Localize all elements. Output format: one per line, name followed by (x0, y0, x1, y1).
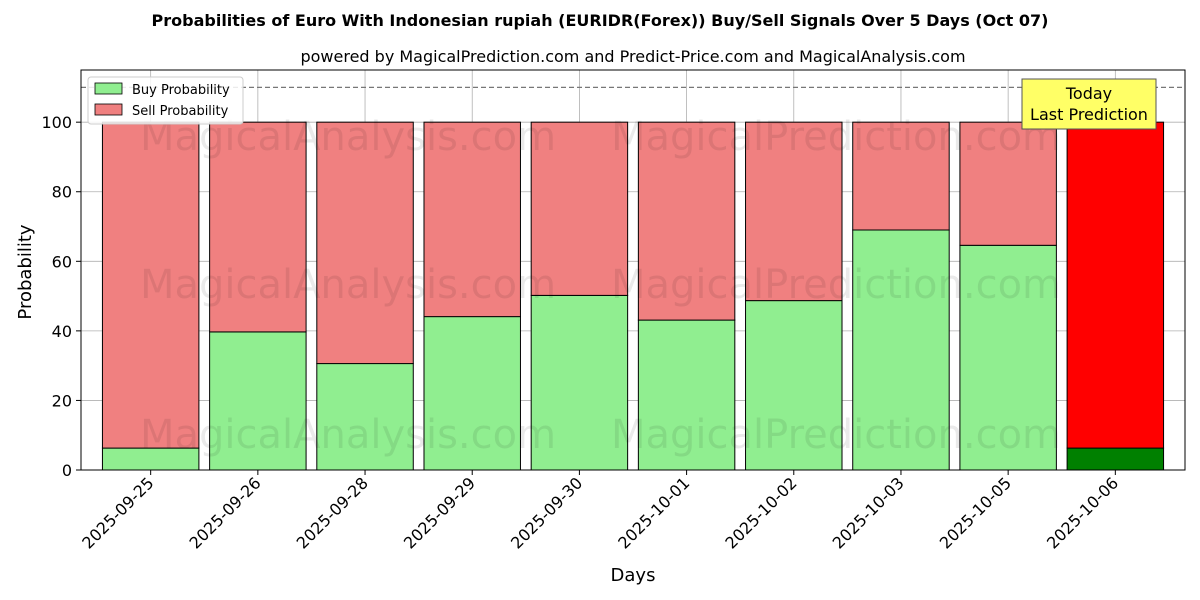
y-tick-label: 40 (52, 322, 72, 341)
x-tick-label: 2025-10-06 (1043, 473, 1122, 552)
bar-sell-2025-09-29 (423, 121, 521, 318)
x-tick-label: 2025-09-28 (293, 473, 372, 552)
chart-subtitle: powered by MagicalPrediction.com and Pre… (300, 47, 965, 66)
bar-sell-2025-09-30 (530, 121, 629, 296)
x-axis-label: Days (611, 565, 656, 586)
chart-title: Probabilities of Euro With Indonesian ru… (152, 11, 1049, 30)
y-tick-label: 80 (52, 183, 72, 202)
bar-buy-2025-10-01 (637, 319, 736, 471)
bar-buy-2025-10-06 (1066, 447, 1165, 471)
bar-buy-2025-09-30 (530, 294, 629, 471)
y-tick-label: 60 (52, 252, 72, 271)
watermark: MagicalPrediction.com (611, 412, 1061, 458)
legend-swatch-sell (94, 103, 123, 116)
bar-sell-2025-09-28 (316, 121, 414, 365)
bar-buy-2025-09-28 (316, 363, 414, 471)
bar-buy-2025-10-05 (959, 244, 1057, 471)
x-tick-label: 2025-09-29 (400, 473, 479, 552)
x-tick-label: 2025-09-26 (185, 473, 264, 552)
y-tick-label: 100 (41, 113, 72, 132)
y-tick-label: 0 (62, 461, 72, 480)
bar-sell-2025-10-01 (637, 121, 736, 321)
x-tick-label: 2025-10-01 (614, 473, 693, 552)
bar-sell-2025-10-05 (959, 121, 1057, 246)
x-tick-label: 2025-10-03 (829, 473, 908, 552)
watermark: MagicalAnalysis.com (140, 262, 556, 308)
y-axis-label: Probability (15, 224, 36, 319)
today-annotation-line1: Today (1065, 84, 1112, 103)
legend-label-buy: Buy Probability (132, 83, 230, 98)
bar-sell-2025-10-03 (852, 121, 950, 231)
x-axis: 2025-09-25 2025-09-26 2025-09-28 2025-09-29… (78, 470, 1122, 553)
legend-label-sell: Sell Probability (132, 104, 229, 119)
x-tick-label: 2025-09-25 (78, 473, 157, 552)
plot-frame (80, 69, 1186, 471)
x-tick-label: 2025-10-02 (721, 473, 800, 552)
watermark: MagicalPrediction.com (611, 114, 1061, 160)
legend-box (87, 76, 244, 125)
today-annotation-box (1021, 78, 1157, 130)
y-axis: 0 20 40 60 80 100 (41, 113, 81, 480)
bar-buy-2025-09-26 (209, 331, 307, 471)
x-tick-label: 2025-09-30 (507, 473, 586, 552)
bar-sell-2025-10-06 (1066, 121, 1165, 449)
legend: Buy Probability Sell Probability (87, 76, 244, 125)
bar-buy-2025-10-03 (852, 229, 950, 471)
x-tick-label: 2025-10-05 (936, 473, 1015, 552)
watermark: MagicalAnalysis.com (140, 412, 556, 458)
bar-buy-2025-10-02 (745, 300, 843, 471)
today-annotation: Today Last Prediction (1021, 78, 1157, 130)
today-annotation-line2: Last Prediction (1030, 105, 1148, 124)
legend-swatch-buy (94, 82, 123, 95)
watermarks: MagicalAnalysis.com MagicalPrediction.com… (140, 114, 1061, 458)
y-tick-label: 20 (52, 391, 72, 410)
bar-sell-2025-10-02 (745, 121, 843, 302)
bar-sell-2025-09-26 (209, 121, 307, 333)
watermark: MagicalPrediction.com (611, 262, 1061, 308)
